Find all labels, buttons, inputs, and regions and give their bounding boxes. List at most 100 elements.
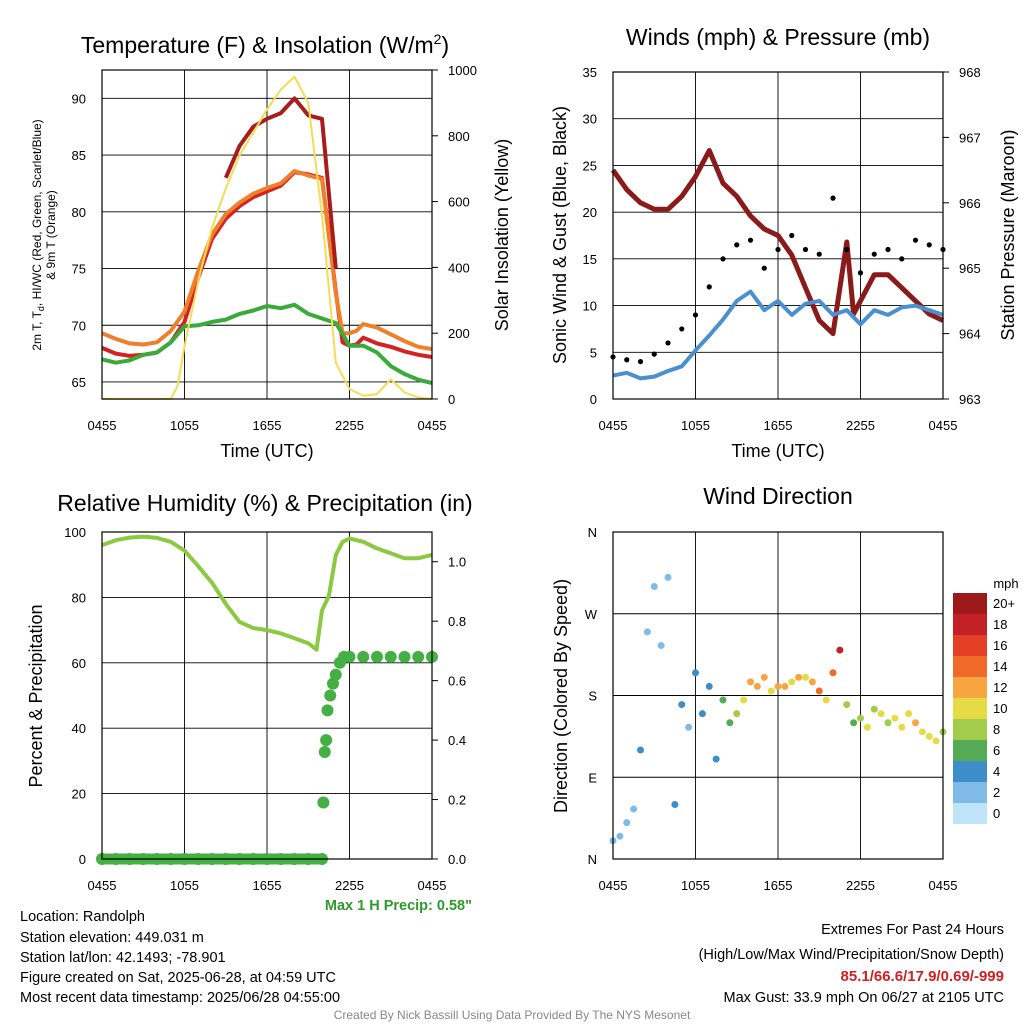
legend-label: 6 bbox=[993, 743, 1000, 758]
direction-point bbox=[774, 682, 782, 690]
humidity-y-axis-label: Percent & Precipitation bbox=[26, 604, 46, 787]
wind_speed-line bbox=[612, 289, 944, 381]
legend-label: 18 bbox=[993, 617, 1007, 632]
humidity-plot-frame bbox=[101, 531, 433, 860]
dewpoint-line bbox=[101, 302, 433, 386]
speed-legend-title: mph bbox=[993, 576, 1018, 591]
x-tick-label: 1655 bbox=[253, 418, 282, 433]
direction-point bbox=[891, 714, 899, 722]
wind_gust-point bbox=[747, 237, 754, 243]
direction-point bbox=[925, 732, 933, 740]
wind_gust-point bbox=[761, 265, 767, 271]
precip-point bbox=[318, 745, 331, 758]
wind_gust-point bbox=[926, 242, 932, 248]
left-tick-label: 100 bbox=[64, 525, 86, 540]
station-elevation: Station elevation: 449.031 m bbox=[20, 930, 204, 946]
legend-label: 0 bbox=[993, 806, 1000, 821]
wind_gust-point bbox=[830, 195, 836, 201]
legend-swatch bbox=[953, 740, 987, 761]
direction-y-axis-label: Direction (Colored By Speed) bbox=[551, 579, 571, 813]
temperature-y-axis-label: 2m T, Td, HI/WC (Red, Green, Scarlet/Blu… bbox=[30, 119, 58, 350]
speed-legend: 20+ 18 16 14 12 10 8 6 4 2 0 bbox=[953, 593, 1015, 824]
legend-swatch bbox=[953, 782, 987, 803]
x-tick-label: 0455 bbox=[929, 418, 958, 433]
figure-created: Figure created on Sat, 2025-06-28, at 04… bbox=[20, 970, 336, 986]
wind_gust-point bbox=[857, 270, 864, 276]
x-tick-label: 0455 bbox=[418, 878, 447, 893]
right-tick-label: 400 bbox=[448, 260, 470, 275]
direction-point bbox=[698, 710, 706, 718]
legend-label: 10 bbox=[993, 701, 1007, 716]
x-tick-label: 0455 bbox=[929, 878, 958, 893]
precip-point bbox=[412, 650, 425, 663]
left-tick-label: 40 bbox=[72, 721, 86, 736]
direction-point bbox=[870, 705, 878, 713]
winds-x-axis-label: Time (UTC) bbox=[731, 441, 824, 461]
svg-text:2m T, Td, HI/WC (Red, Green, S: 2m T, Td, HI/WC (Red, Green, Scarlet/Blu… bbox=[30, 119, 46, 350]
direction-tick-label: W bbox=[585, 607, 598, 622]
direction-point bbox=[857, 714, 864, 722]
x-tick-label: 2255 bbox=[335, 418, 364, 433]
precip-point bbox=[317, 796, 330, 809]
right-tick-label: 800 bbox=[448, 129, 470, 144]
right-tick-label: 1000 bbox=[448, 63, 477, 78]
pressure-line bbox=[610, 148, 945, 337]
left-tick-label: 75 bbox=[72, 262, 86, 277]
direction-point bbox=[788, 678, 796, 686]
left-tick-label: 20 bbox=[72, 787, 86, 802]
left-tick-label: 80 bbox=[72, 590, 86, 605]
direction-point bbox=[822, 696, 830, 704]
solar-y-axis-label: Solar Insolation (Yellow) bbox=[492, 139, 512, 331]
direction-point bbox=[630, 805, 638, 813]
winds-panel: Winds (mph) & Pressure (mb) 0455 1055 1655… bbox=[550, 24, 1018, 461]
direction-point bbox=[850, 719, 858, 727]
direction-point bbox=[912, 719, 919, 727]
legend-swatch bbox=[953, 656, 987, 677]
right-tick-label: 0.8 bbox=[448, 614, 466, 629]
legend-label: 16 bbox=[993, 638, 1007, 653]
legend-swatch bbox=[953, 761, 987, 782]
wind_gust-point bbox=[734, 242, 740, 248]
humidity-title: Relative Humidity (%) & Precipitation (i… bbox=[57, 490, 472, 516]
direction-point bbox=[726, 719, 734, 727]
wind_gust-point bbox=[775, 246, 781, 253]
temp_9m-line bbox=[101, 169, 433, 352]
station-info: Location: Randolph Station elevation: 44… bbox=[20, 909, 340, 1006]
wind-y-axis-label: Sonic Wind & Gust (Blue, Black) bbox=[550, 106, 570, 364]
rh-line bbox=[101, 534, 433, 652]
right-tick-label: 0.2 bbox=[448, 793, 466, 808]
direction-tick-label: N bbox=[588, 852, 597, 867]
direction-point bbox=[884, 719, 892, 727]
left-tick-label: 60 bbox=[72, 656, 86, 671]
wind_gust-point bbox=[720, 256, 726, 262]
direction-point bbox=[733, 710, 741, 718]
legend-swatch bbox=[953, 635, 987, 656]
direction-tick-label: N bbox=[588, 525, 597, 540]
legend-label: 2 bbox=[993, 785, 1000, 800]
precip-point bbox=[398, 650, 411, 663]
extremes-subheading: (High/Low/Max Wind/Precipitation/Snow De… bbox=[699, 947, 1004, 963]
left-tick-label: 30 bbox=[583, 112, 597, 127]
direction-point bbox=[712, 755, 720, 763]
direction-point bbox=[692, 669, 699, 677]
wind_gust-point bbox=[679, 326, 685, 332]
precip-point bbox=[320, 734, 333, 747]
svg-text:& 9m T (Orange): & 9m T (Orange) bbox=[44, 190, 58, 280]
credit-line: Created By Nick Bassill Using Data Provi… bbox=[334, 1008, 691, 1022]
right-tick-label: 964 bbox=[959, 327, 981, 342]
left-tick-label: 25 bbox=[583, 158, 597, 173]
x-tick-label: 1055 bbox=[681, 878, 710, 893]
x-tick-label: 0455 bbox=[599, 418, 628, 433]
left-tick-label: 0 bbox=[590, 392, 597, 407]
extremes-heading: Extremes For Past 24 Hours bbox=[821, 922, 1004, 938]
temperature-title: Temperature (F) & Insolation (W/m2) bbox=[81, 31, 449, 58]
direction-point bbox=[802, 673, 809, 681]
x-tick-label: 1655 bbox=[253, 878, 282, 893]
left-tick-label: 70 bbox=[72, 318, 86, 333]
x-tick-label: 1055 bbox=[170, 878, 199, 893]
direction-point bbox=[898, 723, 906, 731]
direction-point bbox=[863, 723, 871, 731]
recent-data-timestamp: Most recent data timestamp: 2025/06/28 0… bbox=[20, 990, 340, 1006]
direction-point bbox=[795, 673, 803, 681]
